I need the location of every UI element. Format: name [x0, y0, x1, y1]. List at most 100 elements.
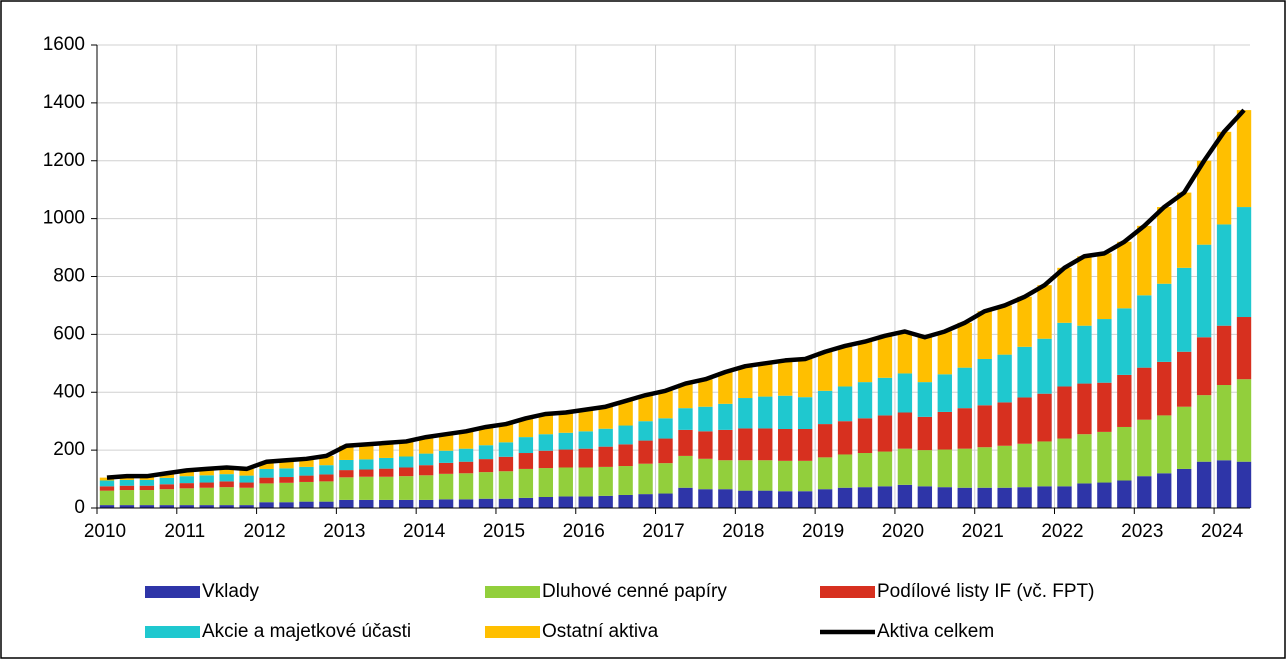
bar-segment	[837, 421, 853, 455]
legend-swatch	[145, 626, 200, 638]
bar-segment	[518, 497, 534, 508]
bar-segment	[418, 499, 434, 508]
bar-segment	[558, 449, 573, 468]
bar-segment	[598, 466, 613, 496]
bar-segment	[1196, 337, 1212, 396]
bar-segment	[478, 426, 494, 446]
bar-segment	[1216, 460, 1232, 508]
bar-segment	[618, 400, 633, 426]
x-tick-label: 2010	[84, 521, 126, 542]
x-tick-label: 2014	[403, 521, 446, 542]
bar-segment	[259, 483, 274, 503]
legend-swatch	[820, 586, 875, 598]
bar-segment	[219, 505, 234, 508]
bar-segment	[299, 458, 314, 467]
bar-segment	[897, 373, 913, 413]
bar-segment	[518, 437, 534, 454]
bar-segment	[478, 472, 494, 499]
bar-segment	[658, 493, 673, 508]
bar-segment	[638, 494, 653, 508]
bar-segment	[917, 416, 933, 451]
bar-segment	[279, 502, 294, 508]
bar-segment	[857, 418, 873, 454]
bar-segment	[638, 463, 653, 495]
bar-segment	[758, 396, 773, 429]
bar-segment	[937, 449, 952, 488]
bar-segment	[1017, 296, 1032, 347]
bar-segment	[119, 485, 135, 491]
bar-segment	[1157, 473, 1172, 508]
bar-segment	[1097, 319, 1112, 383]
bar-segment	[738, 460, 753, 491]
bar-segment	[1077, 434, 1092, 484]
bar-segment	[179, 476, 194, 484]
bar-segment	[1037, 486, 1052, 508]
bar-segment	[897, 448, 913, 485]
x-tick-label: 2019	[802, 521, 844, 542]
bar-segment	[339, 499, 354, 508]
bar-segment	[1157, 283, 1172, 362]
y-tick-label: 800	[53, 266, 85, 287]
bar-segment	[1117, 480, 1132, 508]
bar-segment	[259, 502, 274, 508]
legend-label: Akcie a majetkové účasti	[202, 621, 411, 642]
bar-segment	[797, 460, 813, 492]
bar-segment	[817, 351, 833, 391]
bar-segment	[698, 379, 713, 407]
bar-segment	[179, 470, 194, 477]
bar-segment	[458, 499, 474, 508]
bar-segment	[279, 460, 294, 469]
x-tick-label: 2013	[323, 521, 365, 542]
bar-segment	[279, 482, 294, 503]
bar-segment	[678, 429, 693, 456]
bar-segment	[399, 476, 414, 500]
bar-segment	[478, 459, 494, 473]
y-tick-label: 1000	[43, 208, 85, 229]
bar-segment	[738, 366, 753, 399]
bar-segment	[219, 487, 234, 506]
bar-segment	[997, 305, 1012, 355]
bar-segment	[458, 448, 474, 462]
bar-segment	[598, 495, 613, 508]
bar-segment	[897, 412, 913, 449]
bar-segment	[638, 395, 653, 422]
bar-segment	[319, 455, 334, 466]
bar-segment	[259, 468, 274, 478]
bar-segment	[239, 487, 254, 506]
bar-segment	[817, 457, 833, 490]
bar-segment	[837, 487, 853, 508]
bar-segment	[119, 479, 135, 486]
bar-segment	[498, 456, 514, 472]
bar-segment	[179, 483, 194, 489]
bar-segment	[778, 429, 793, 461]
bar-segment	[1017, 397, 1032, 444]
bar-segment	[937, 411, 952, 450]
bar-segment	[997, 445, 1012, 488]
bar-segment	[638, 440, 653, 464]
bar-segment	[698, 489, 713, 508]
x-tick-label: 2011	[164, 521, 205, 542]
bar-segment	[179, 488, 194, 506]
bar-segment	[598, 446, 613, 467]
bar-segment	[977, 447, 992, 488]
bar-segment	[538, 450, 554, 469]
legend-label: Vklady	[202, 581, 260, 602]
bar-segment	[578, 496, 593, 508]
x-tick-label: 2017	[642, 521, 684, 542]
bar-segment	[698, 406, 713, 432]
bar-segment	[418, 437, 434, 454]
bar-segment	[658, 438, 673, 464]
bar-segment	[1216, 385, 1232, 461]
bar-segment	[99, 490, 115, 506]
bar-segment	[498, 424, 514, 443]
bar-segment	[997, 354, 1012, 403]
bar-segment	[897, 331, 913, 374]
bar-segment	[1236, 207, 1252, 318]
x-tick-label: 2023	[1121, 521, 1163, 542]
bar-segment	[817, 390, 833, 425]
bar-segment	[658, 390, 673, 419]
bar-segment	[558, 432, 573, 450]
bar-segment	[1157, 415, 1172, 474]
bar-segment	[578, 409, 593, 432]
bar-segment	[1097, 482, 1112, 508]
